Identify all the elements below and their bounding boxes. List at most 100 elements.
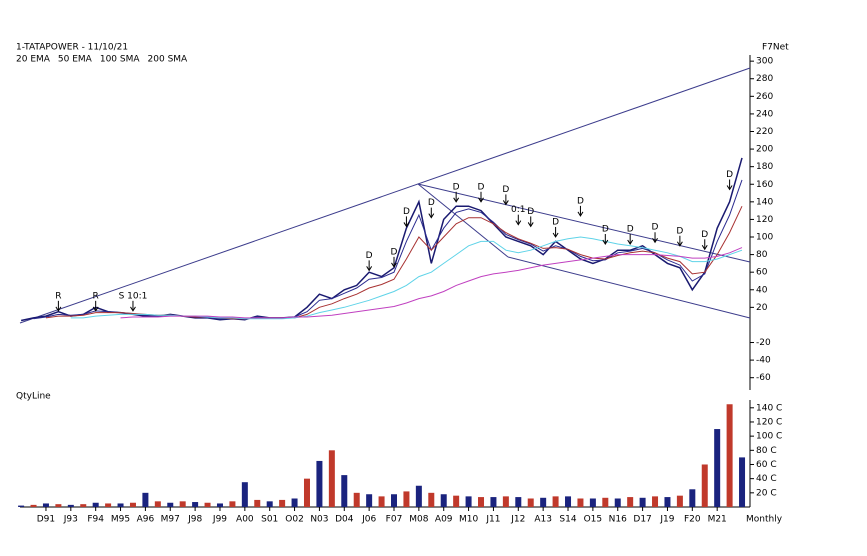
channel-bottom	[507, 256, 751, 319]
annotation-arrowhead	[403, 222, 410, 228]
annotation-arrowhead	[453, 197, 460, 203]
y-tick-label: -40	[756, 356, 771, 366]
annotation: D	[391, 247, 398, 257]
legend-entry: 50 EMA	[58, 55, 93, 65]
volume-bar	[167, 502, 174, 507]
volume-bar	[602, 497, 609, 507]
volume-bar	[453, 495, 460, 507]
y-tick-label: 40	[756, 285, 768, 295]
x-tick-label: M08	[409, 515, 428, 525]
volume-bar	[18, 505, 25, 507]
volume-bar	[192, 502, 199, 507]
volume-bar	[652, 496, 659, 507]
volume-bar	[279, 499, 286, 507]
annotation: D	[701, 230, 708, 240]
x-tick-label: N16	[609, 515, 627, 525]
annotation-arrowhead	[515, 220, 522, 226]
y-tick-label: -20	[756, 338, 771, 348]
volume-bar	[117, 503, 124, 507]
x-tick-label: S01	[261, 515, 278, 525]
volume-title: QtyLine	[16, 392, 51, 402]
volume-bar	[266, 501, 273, 507]
y-tick-label: 160	[756, 180, 773, 190]
x-tick-label: M95	[111, 515, 130, 525]
volume-bar	[478, 497, 485, 507]
annotation: D	[502, 185, 509, 195]
volume-bar	[565, 496, 572, 507]
volume-bar	[465, 496, 472, 507]
volume-bar	[490, 497, 497, 507]
x-tick-label: M10	[459, 515, 478, 525]
volume-bar	[527, 498, 534, 507]
y-tick-label: 140	[756, 197, 773, 207]
y-tick-label: 220	[756, 127, 773, 137]
x-tick-label: A00	[236, 515, 254, 525]
volume-bar	[714, 429, 721, 507]
x-tick-label: D17	[633, 515, 651, 525]
volume-bar	[216, 503, 223, 507]
volume-tick-label: 40 C	[756, 474, 777, 484]
volume-tick-label: 140 C	[756, 403, 782, 413]
legend-entry: 20 EMA	[16, 55, 51, 65]
annotation: D	[726, 170, 733, 180]
y-tick-label: 80	[756, 250, 768, 260]
volume-bar	[229, 501, 236, 507]
annotation: D	[428, 198, 435, 208]
volume-bar	[391, 494, 397, 507]
x-tick-label: S14	[559, 515, 576, 525]
period-label: Monthly	[746, 515, 783, 525]
annotation: R	[93, 291, 99, 301]
x-tick-label: F20	[684, 515, 701, 525]
volume-bar	[540, 497, 547, 507]
volume-bar	[378, 496, 385, 507]
y-tick-label: -60	[756, 373, 771, 383]
volume-bar	[204, 502, 211, 507]
annotation-arrowhead	[701, 245, 708, 251]
x-tick-label: D91	[37, 515, 55, 525]
volume-tick-label: 100 C	[756, 432, 782, 442]
volume-bar	[676, 495, 683, 507]
annotation: D	[627, 225, 634, 235]
y-tick-label: 260	[756, 92, 773, 102]
x-tick-label: O02	[285, 515, 304, 525]
x-tick-label: M97	[161, 515, 180, 525]
annotation-arrowhead	[627, 239, 634, 245]
volume-tick-label: 120 C	[756, 417, 782, 427]
x-tick-label: J93	[63, 515, 78, 525]
annotation: D	[552, 217, 559, 227]
y-tick-label: 240	[756, 109, 773, 119]
y-tick-label: 120	[756, 215, 773, 225]
volume-bar	[129, 502, 136, 507]
x-tick-label: O15	[584, 515, 603, 525]
trend-line	[19, 67, 751, 324]
annotation-arrowhead	[130, 306, 136, 312]
volume-bar	[328, 450, 335, 507]
ma-line	[120, 247, 743, 319]
x-tick-label: A96	[137, 515, 155, 525]
annotation-arrowhead	[366, 266, 373, 272]
volume-tick-label: 20 C	[756, 488, 777, 498]
volume-bar	[92, 502, 99, 507]
x-tick-label: J12	[510, 515, 525, 525]
annotation-arrowhead	[726, 185, 733, 191]
volume-tick-label: 60 C	[756, 460, 777, 470]
y-tick-label: 20	[756, 303, 768, 313]
volume-bar	[366, 494, 373, 507]
legend: 20 EMA 50 EMA 100 SMA 200 SMA	[16, 55, 188, 65]
volume-bar	[316, 460, 323, 507]
volume-bar	[502, 496, 509, 507]
volume-bar	[552, 496, 559, 507]
volume-bar	[341, 475, 348, 507]
price-line	[20, 157, 743, 322]
volume-bar	[105, 503, 112, 507]
volume-bar	[254, 499, 261, 507]
annotation-arrowhead	[602, 239, 609, 245]
volume-bar	[291, 498, 298, 507]
annotation-arrowhead	[676, 241, 683, 247]
volume-bar	[403, 491, 410, 507]
volume-bar	[428, 492, 435, 507]
volume-bar	[179, 501, 186, 507]
volume-bar	[55, 504, 62, 507]
